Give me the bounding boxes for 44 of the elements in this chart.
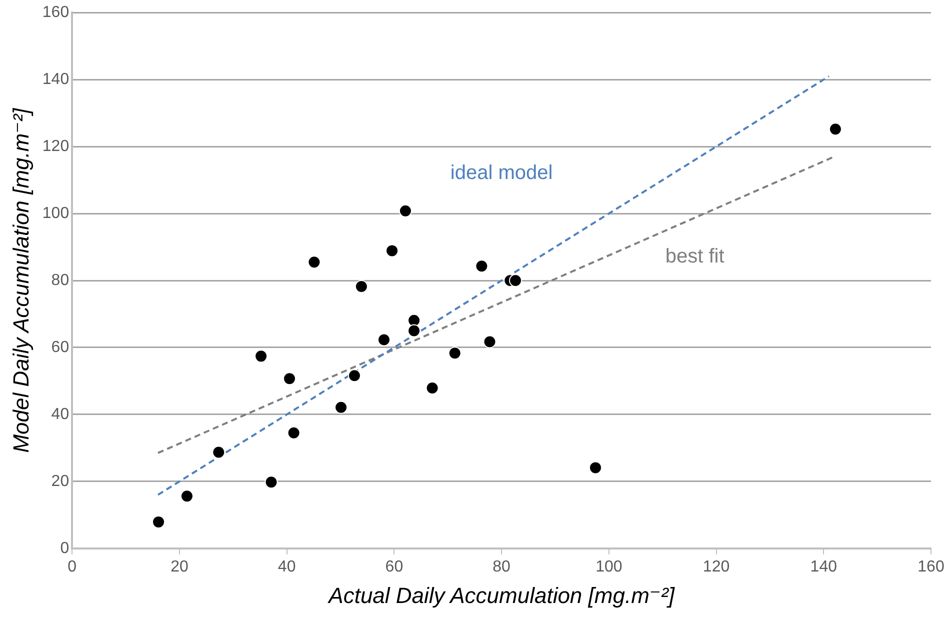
- y-axis-title: Model Daily Accumulation [mg.m⁻²]: [8, 107, 34, 453]
- point: [354, 280, 368, 294]
- point: [408, 314, 421, 327]
- point: [308, 256, 321, 269]
- point: [264, 476, 278, 489]
- point: [180, 490, 194, 503]
- y-tick-label: 40: [51, 406, 70, 423]
- annotation: ideal model: [450, 162, 553, 184]
- point: [398, 204, 412, 218]
- point: [254, 350, 268, 363]
- x-tick-label: 60: [385, 558, 404, 576]
- point: [509, 274, 522, 287]
- y-tick-label: 140: [42, 70, 70, 88]
- point: [475, 260, 488, 273]
- annotation: best fit: [665, 245, 725, 268]
- y-tick-label: 80: [51, 272, 70, 289]
- point: [334, 400, 348, 414]
- y-tick-label: 20: [51, 472, 70, 490]
- point: [152, 515, 166, 528]
- point: [426, 381, 439, 394]
- point: [287, 426, 300, 440]
- x-tick-label: 80: [492, 558, 511, 576]
- y-tick-label: 120: [42, 138, 70, 155]
- y-tick-label: 0: [60, 540, 70, 557]
- point: [212, 446, 226, 459]
- y-tick-label: 100: [42, 204, 70, 222]
- point: [348, 369, 361, 382]
- point: [448, 346, 462, 360]
- x-tick-label: 40: [278, 558, 296, 576]
- point: [588, 461, 602, 474]
- point: [828, 122, 842, 136]
- point: [386, 244, 399, 258]
- point: [377, 333, 390, 346]
- y-tick-label: 160: [42, 4, 70, 22]
- x-axis-title: Actual Daily Accumulation [mg.m⁻²]: [326, 582, 676, 608]
- x-tick-label: 100: [596, 558, 622, 576]
- y-tick-label: 60: [51, 338, 70, 356]
- x-tick-label: 20: [170, 558, 188, 576]
- x-tick-label: 120: [702, 558, 730, 576]
- point: [408, 324, 421, 338]
- point: [283, 372, 296, 386]
- x-tick-label: 140: [810, 558, 838, 576]
- point: [483, 335, 496, 348]
- x-tick-label: 160: [918, 558, 944, 576]
